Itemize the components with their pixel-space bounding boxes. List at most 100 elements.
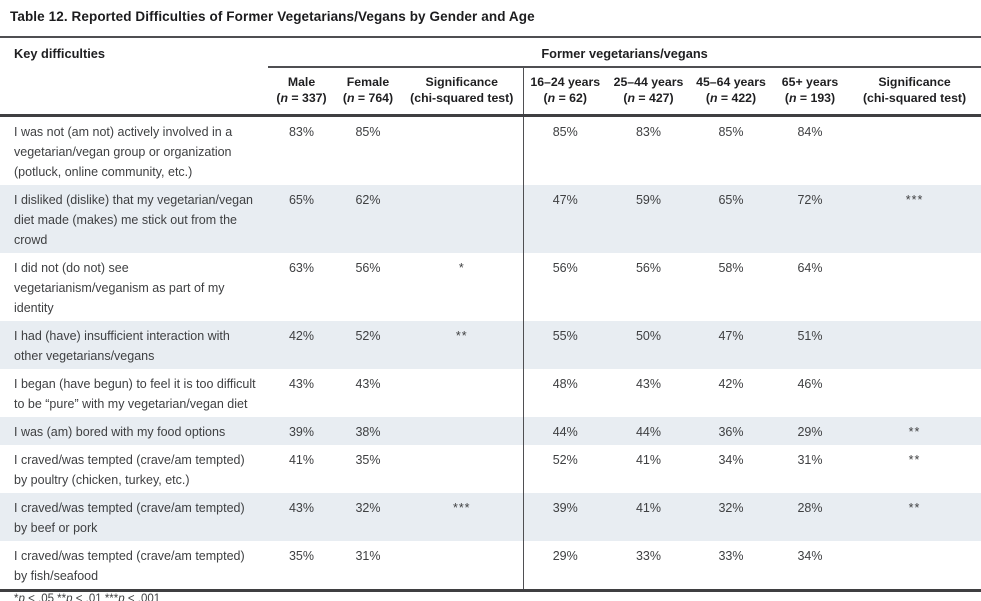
age-16-24-value-cell: 52% <box>522 445 607 493</box>
female-value-cell: 56% <box>355 261 381 275</box>
age-65-plus-value-cell: 29% <box>772 417 848 445</box>
significance-footnote: *p < .05 **p < .01 ***p < .001 <box>14 593 161 601</box>
column-label: 25–44 years <box>613 75 684 89</box>
age-25-44-value-cell: 41% <box>607 493 690 541</box>
age-25-44-value-cell: 59% <box>607 185 690 253</box>
gender-significance-cell <box>401 445 523 493</box>
table-row: I had (have) insufficient interaction wi… <box>0 321 981 369</box>
column-sample-size: (n = 427) <box>623 91 674 105</box>
male-value-cell: 39% <box>268 417 335 445</box>
age-16-24-value-cell: 85% <box>522 115 607 185</box>
age-45-64-value-cell: 85% <box>718 125 744 139</box>
gender-significance-cell: ** <box>401 321 523 369</box>
table-body: I was not (am not) actively involved in … <box>0 115 981 592</box>
column-sample-size: (n = 422) <box>705 91 757 105</box>
group-header-row: Key difficulties Former vegetarians/vega… <box>0 37 981 117</box>
female-value-cell: 32% <box>335 493 401 541</box>
age-25-44-value-cell: 33% <box>607 541 690 592</box>
age-significance-cell <box>848 253 981 321</box>
group-header: Former vegetarians/vegans <box>268 37 981 68</box>
male-value-cell: 43% <box>288 377 315 391</box>
age-45-64-value-cell: 58% <box>718 261 744 275</box>
age-significance-cell: ** <box>848 417 981 445</box>
age-65-plus-value-cell: 31% <box>797 453 823 467</box>
age-45-64-value-cell: 42% <box>718 377 744 391</box>
table-header: Key difficulties Former vegetarians/vega… <box>0 37 981 117</box>
table-row: I disliked (dislike) that my vegetarian/… <box>0 185 981 253</box>
age-significance-cell <box>848 116 981 186</box>
age-65-plus-value-cell: 84% <box>797 125 823 139</box>
age-45-64-value-cell: 47% <box>690 321 772 369</box>
age-65-plus-value-cell: 64% <box>797 261 823 275</box>
difficulty-cell: I craved/was tempted (crave/am tempted) … <box>0 541 268 592</box>
age-16-24-value-cell: 48% <box>522 369 607 417</box>
column-sample-size: (n = 62) <box>543 91 587 105</box>
difficulty-cell: I had (have) insufficient interaction wi… <box>0 321 268 369</box>
age-25-44-value-cell: 44% <box>607 417 690 445</box>
age-significance-cell <box>848 541 981 592</box>
age-65-plus-value-cell: 28% <box>772 493 848 541</box>
column-header-age-45-64: 45–64 years (n = 422) <box>690 67 772 117</box>
column-header-age-significance: Significance (chi-squared test) <box>848 67 981 117</box>
age-16-24-value-cell: 39% <box>522 493 607 541</box>
column-label: Significance <box>425 75 498 89</box>
column-header-row: Male (n = 337) Female (n = 764) Signific… <box>0 67 981 117</box>
column-sublabel: (chi-squared test) <box>862 91 967 105</box>
difficulty-cell: I did not (do not) see vegetarianism/veg… <box>14 261 225 315</box>
male-value-cell: 65% <box>268 185 335 253</box>
female-value-cell: 85% <box>355 125 381 139</box>
age-16-24-value-cell: 56% <box>522 253 607 321</box>
gender-significance-cell <box>401 541 523 592</box>
key-difficulties-header: Key difficulties <box>0 37 268 117</box>
age-16-24-value-cell: 44% <box>522 417 607 445</box>
column-header-male: Male (n = 337) <box>268 67 335 117</box>
column-sample-size: (n = 764) <box>342 91 394 105</box>
female-value-cell: 52% <box>335 321 401 369</box>
age-significance-cell <box>848 321 981 369</box>
age-65-plus-value-cell: 34% <box>772 541 848 592</box>
table-row: I was (am) bored with my food options 39… <box>0 417 981 445</box>
difficulty-cell: I was not (am not) actively involved in … <box>14 125 233 179</box>
female-value-cell: 43% <box>355 377 381 391</box>
table-row: I was not (am not) actively involved in … <box>0 115 981 186</box>
gender-significance-cell <box>401 116 523 186</box>
male-value-cell: 43% <box>268 493 335 541</box>
difficulty-cell: I craved/was tempted (crave/am tempted) … <box>0 493 268 541</box>
age-65-plus-value-cell: 51% <box>772 321 848 369</box>
age-45-64-value-cell: 32% <box>690 493 772 541</box>
table-row: I did not (do not) see vegetarianism/veg… <box>0 253 981 321</box>
gender-significance-cell <box>401 185 523 253</box>
column-sublabel: (chi-squared test) <box>410 91 514 105</box>
column-label: Significance <box>878 75 951 89</box>
table-row: I began (have begun) to feel it is too d… <box>0 369 981 417</box>
female-value-cell: 38% <box>335 417 401 445</box>
gender-significance-cell: * <box>458 261 465 275</box>
table-row: I craved/was tempted (crave/am tempted) … <box>0 541 981 592</box>
male-value-cell: 63% <box>288 261 315 275</box>
age-significance-cell <box>848 369 981 417</box>
column-label: 16–24 years <box>530 75 601 89</box>
age-25-44-value-cell: 56% <box>635 261 662 275</box>
age-16-24-value-cell: 29% <box>522 541 607 592</box>
age-significance-cell: ** <box>848 493 981 541</box>
age-25-44-value-cell: 41% <box>635 453 662 467</box>
table-title: Table 12. Reported Difficulties of Forme… <box>10 9 535 24</box>
male-value-cell: 42% <box>268 321 335 369</box>
gender-significance-cell <box>401 369 523 417</box>
column-sample-size: (n = 337) <box>276 91 327 105</box>
column-label: Female <box>346 75 390 89</box>
female-value-cell: 35% <box>355 453 381 467</box>
age-45-64-value-cell: 65% <box>690 185 772 253</box>
table-row: I craved/was tempted (crave/am tempted) … <box>0 445 981 493</box>
age-45-64-value-cell: 36% <box>690 417 772 445</box>
table-row: I craved/was tempted (crave/am tempted) … <box>0 493 981 541</box>
column-sample-size: (n = 193) <box>784 91 836 105</box>
column-header-female: Female (n = 764) <box>335 67 401 117</box>
age-significance-cell: ** <box>908 453 921 467</box>
age-significance-cell: *** <box>848 185 981 253</box>
column-header-age-25-44: 25–44 years (n = 427) <box>607 67 690 117</box>
difficulty-cell: I craved/was tempted (crave/am tempted) … <box>14 453 245 487</box>
difficulty-cell: I disliked (dislike) that my vegetarian/… <box>0 185 268 253</box>
male-value-cell: 83% <box>288 125 315 139</box>
